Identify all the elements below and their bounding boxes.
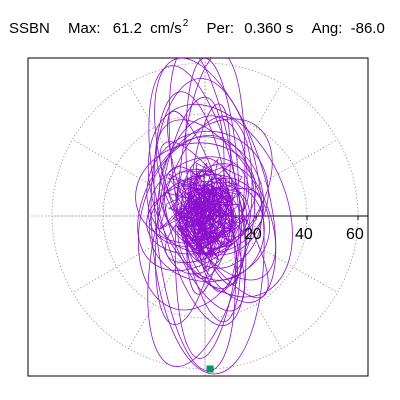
max-unit-exponent: 2 (182, 18, 189, 29)
grid-spoke-30 (248, 139, 338, 191)
orbit-loop-medium-16 (146, 130, 269, 255)
max-value: 61.2 (112, 20, 142, 37)
radial-tick-label-60: 60 (346, 226, 364, 243)
plot-header: SSBN Max: 61.2 cm/s2 Per: 0.360 s Ang: -… (9, 18, 385, 38)
orbit-loop-large-2 (174, 58, 246, 359)
max-label: Max: (68, 20, 101, 37)
ang-value: -86.0 (350, 20, 385, 37)
ang-label: Ang: (311, 20, 343, 37)
radial-tick-labels: 20 40 60 (244, 226, 364, 243)
max-unit: cm/s (150, 20, 182, 37)
orbit-loop-medium-19 (137, 134, 256, 311)
orbit-loop-large-4 (154, 58, 277, 303)
grid-spoke-240 (128, 259, 180, 349)
per-label: Per: (206, 20, 235, 37)
grid-spoke-210 (72, 241, 162, 293)
station-code: SSBN (9, 20, 50, 37)
orbit-trace (135, 58, 293, 375)
orbit-core-scribble (159, 158, 249, 271)
orbit-loop-medium-15 (163, 166, 246, 312)
orbit-loop-medium-21 (159, 136, 265, 256)
grid-spoke-150 (72, 139, 162, 191)
max-marker (206, 365, 214, 373)
radial-tick-label-40: 40 (295, 226, 313, 243)
per-value: 0.360 s (244, 20, 294, 37)
orbit-loop-medium-5 (137, 118, 273, 272)
radial-tick-label-20: 20 (244, 226, 262, 243)
orbit-loop-large-6 (150, 78, 265, 375)
